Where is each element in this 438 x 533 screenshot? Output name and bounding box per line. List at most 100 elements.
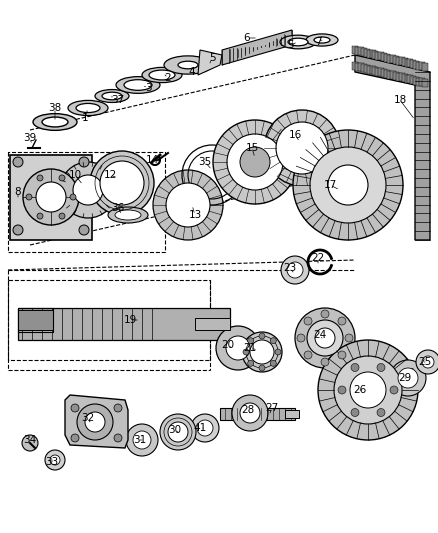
Text: 20: 20 bbox=[222, 340, 235, 350]
Text: 16: 16 bbox=[288, 130, 302, 140]
Circle shape bbox=[377, 408, 385, 416]
Bar bbox=[416, 62, 422, 70]
Circle shape bbox=[60, 162, 116, 218]
Circle shape bbox=[79, 157, 89, 167]
Circle shape bbox=[59, 175, 65, 181]
Text: 10: 10 bbox=[68, 170, 81, 180]
Circle shape bbox=[287, 262, 303, 278]
Polygon shape bbox=[198, 50, 222, 75]
Ellipse shape bbox=[142, 67, 182, 83]
Bar bbox=[364, 49, 370, 57]
Bar bbox=[410, 76, 417, 84]
Circle shape bbox=[321, 310, 329, 318]
Circle shape bbox=[259, 365, 265, 371]
Circle shape bbox=[315, 328, 335, 348]
Circle shape bbox=[126, 424, 158, 456]
Circle shape bbox=[59, 213, 65, 219]
Circle shape bbox=[304, 351, 312, 359]
Circle shape bbox=[216, 326, 260, 370]
Circle shape bbox=[243, 349, 249, 355]
Circle shape bbox=[338, 386, 346, 394]
Bar bbox=[358, 63, 364, 71]
Circle shape bbox=[398, 368, 418, 388]
Text: 28: 28 bbox=[241, 405, 254, 415]
Circle shape bbox=[304, 317, 312, 325]
Text: 33: 33 bbox=[46, 457, 59, 467]
Circle shape bbox=[166, 183, 210, 227]
Text: 34: 34 bbox=[23, 435, 37, 445]
Polygon shape bbox=[18, 308, 230, 340]
Ellipse shape bbox=[116, 77, 160, 93]
Bar bbox=[402, 58, 408, 66]
Bar bbox=[384, 70, 390, 78]
Circle shape bbox=[351, 408, 359, 416]
Circle shape bbox=[213, 120, 297, 204]
Ellipse shape bbox=[95, 90, 129, 102]
Text: 3: 3 bbox=[145, 83, 151, 93]
Ellipse shape bbox=[124, 79, 152, 90]
Circle shape bbox=[77, 404, 113, 440]
Circle shape bbox=[71, 434, 79, 442]
Bar bbox=[405, 75, 410, 83]
Bar bbox=[361, 64, 367, 72]
Bar bbox=[355, 47, 361, 55]
Circle shape bbox=[26, 194, 32, 200]
Ellipse shape bbox=[33, 114, 77, 131]
Ellipse shape bbox=[115, 210, 141, 220]
Bar bbox=[367, 66, 373, 74]
Text: 18: 18 bbox=[393, 95, 406, 105]
Text: 35: 35 bbox=[198, 157, 212, 167]
Circle shape bbox=[270, 360, 276, 366]
Ellipse shape bbox=[68, 100, 108, 116]
Circle shape bbox=[37, 175, 43, 181]
Ellipse shape bbox=[149, 70, 175, 80]
Circle shape bbox=[45, 450, 65, 470]
Bar bbox=[352, 46, 358, 54]
Circle shape bbox=[416, 350, 438, 374]
Circle shape bbox=[191, 414, 219, 442]
Bar bbox=[387, 70, 393, 78]
Polygon shape bbox=[65, 395, 128, 448]
Text: 15: 15 bbox=[245, 143, 258, 153]
Bar bbox=[407, 60, 413, 68]
Bar bbox=[358, 47, 364, 55]
Circle shape bbox=[422, 356, 434, 368]
Circle shape bbox=[334, 356, 402, 424]
Text: 39: 39 bbox=[23, 133, 37, 143]
Text: 37: 37 bbox=[111, 95, 125, 105]
Text: 12: 12 bbox=[103, 170, 117, 180]
Circle shape bbox=[197, 420, 213, 436]
Circle shape bbox=[168, 422, 188, 442]
Circle shape bbox=[226, 336, 250, 360]
Ellipse shape bbox=[164, 56, 212, 74]
Text: 38: 38 bbox=[48, 103, 62, 113]
Bar bbox=[390, 71, 396, 79]
Bar bbox=[381, 53, 387, 61]
Text: 41: 41 bbox=[193, 423, 207, 433]
Bar bbox=[422, 63, 428, 71]
Circle shape bbox=[90, 151, 154, 215]
Bar bbox=[367, 50, 373, 58]
Bar bbox=[393, 56, 399, 64]
Circle shape bbox=[338, 351, 346, 359]
Text: 5: 5 bbox=[287, 40, 293, 50]
Polygon shape bbox=[355, 55, 430, 240]
Bar bbox=[10, 155, 92, 240]
Bar bbox=[407, 76, 413, 84]
Bar bbox=[381, 69, 387, 77]
Circle shape bbox=[240, 403, 260, 423]
Circle shape bbox=[37, 213, 43, 219]
Text: 36: 36 bbox=[111, 203, 125, 213]
Text: 14: 14 bbox=[145, 155, 159, 165]
Circle shape bbox=[321, 358, 329, 366]
Text: 19: 19 bbox=[124, 315, 137, 325]
Text: 26: 26 bbox=[353, 385, 367, 395]
Text: 24: 24 bbox=[313, 330, 327, 340]
Circle shape bbox=[240, 147, 270, 177]
Ellipse shape bbox=[306, 34, 338, 46]
Bar bbox=[387, 54, 393, 62]
Bar bbox=[375, 68, 381, 76]
Text: 4: 4 bbox=[189, 67, 195, 77]
Bar bbox=[419, 62, 425, 70]
Circle shape bbox=[242, 332, 282, 372]
